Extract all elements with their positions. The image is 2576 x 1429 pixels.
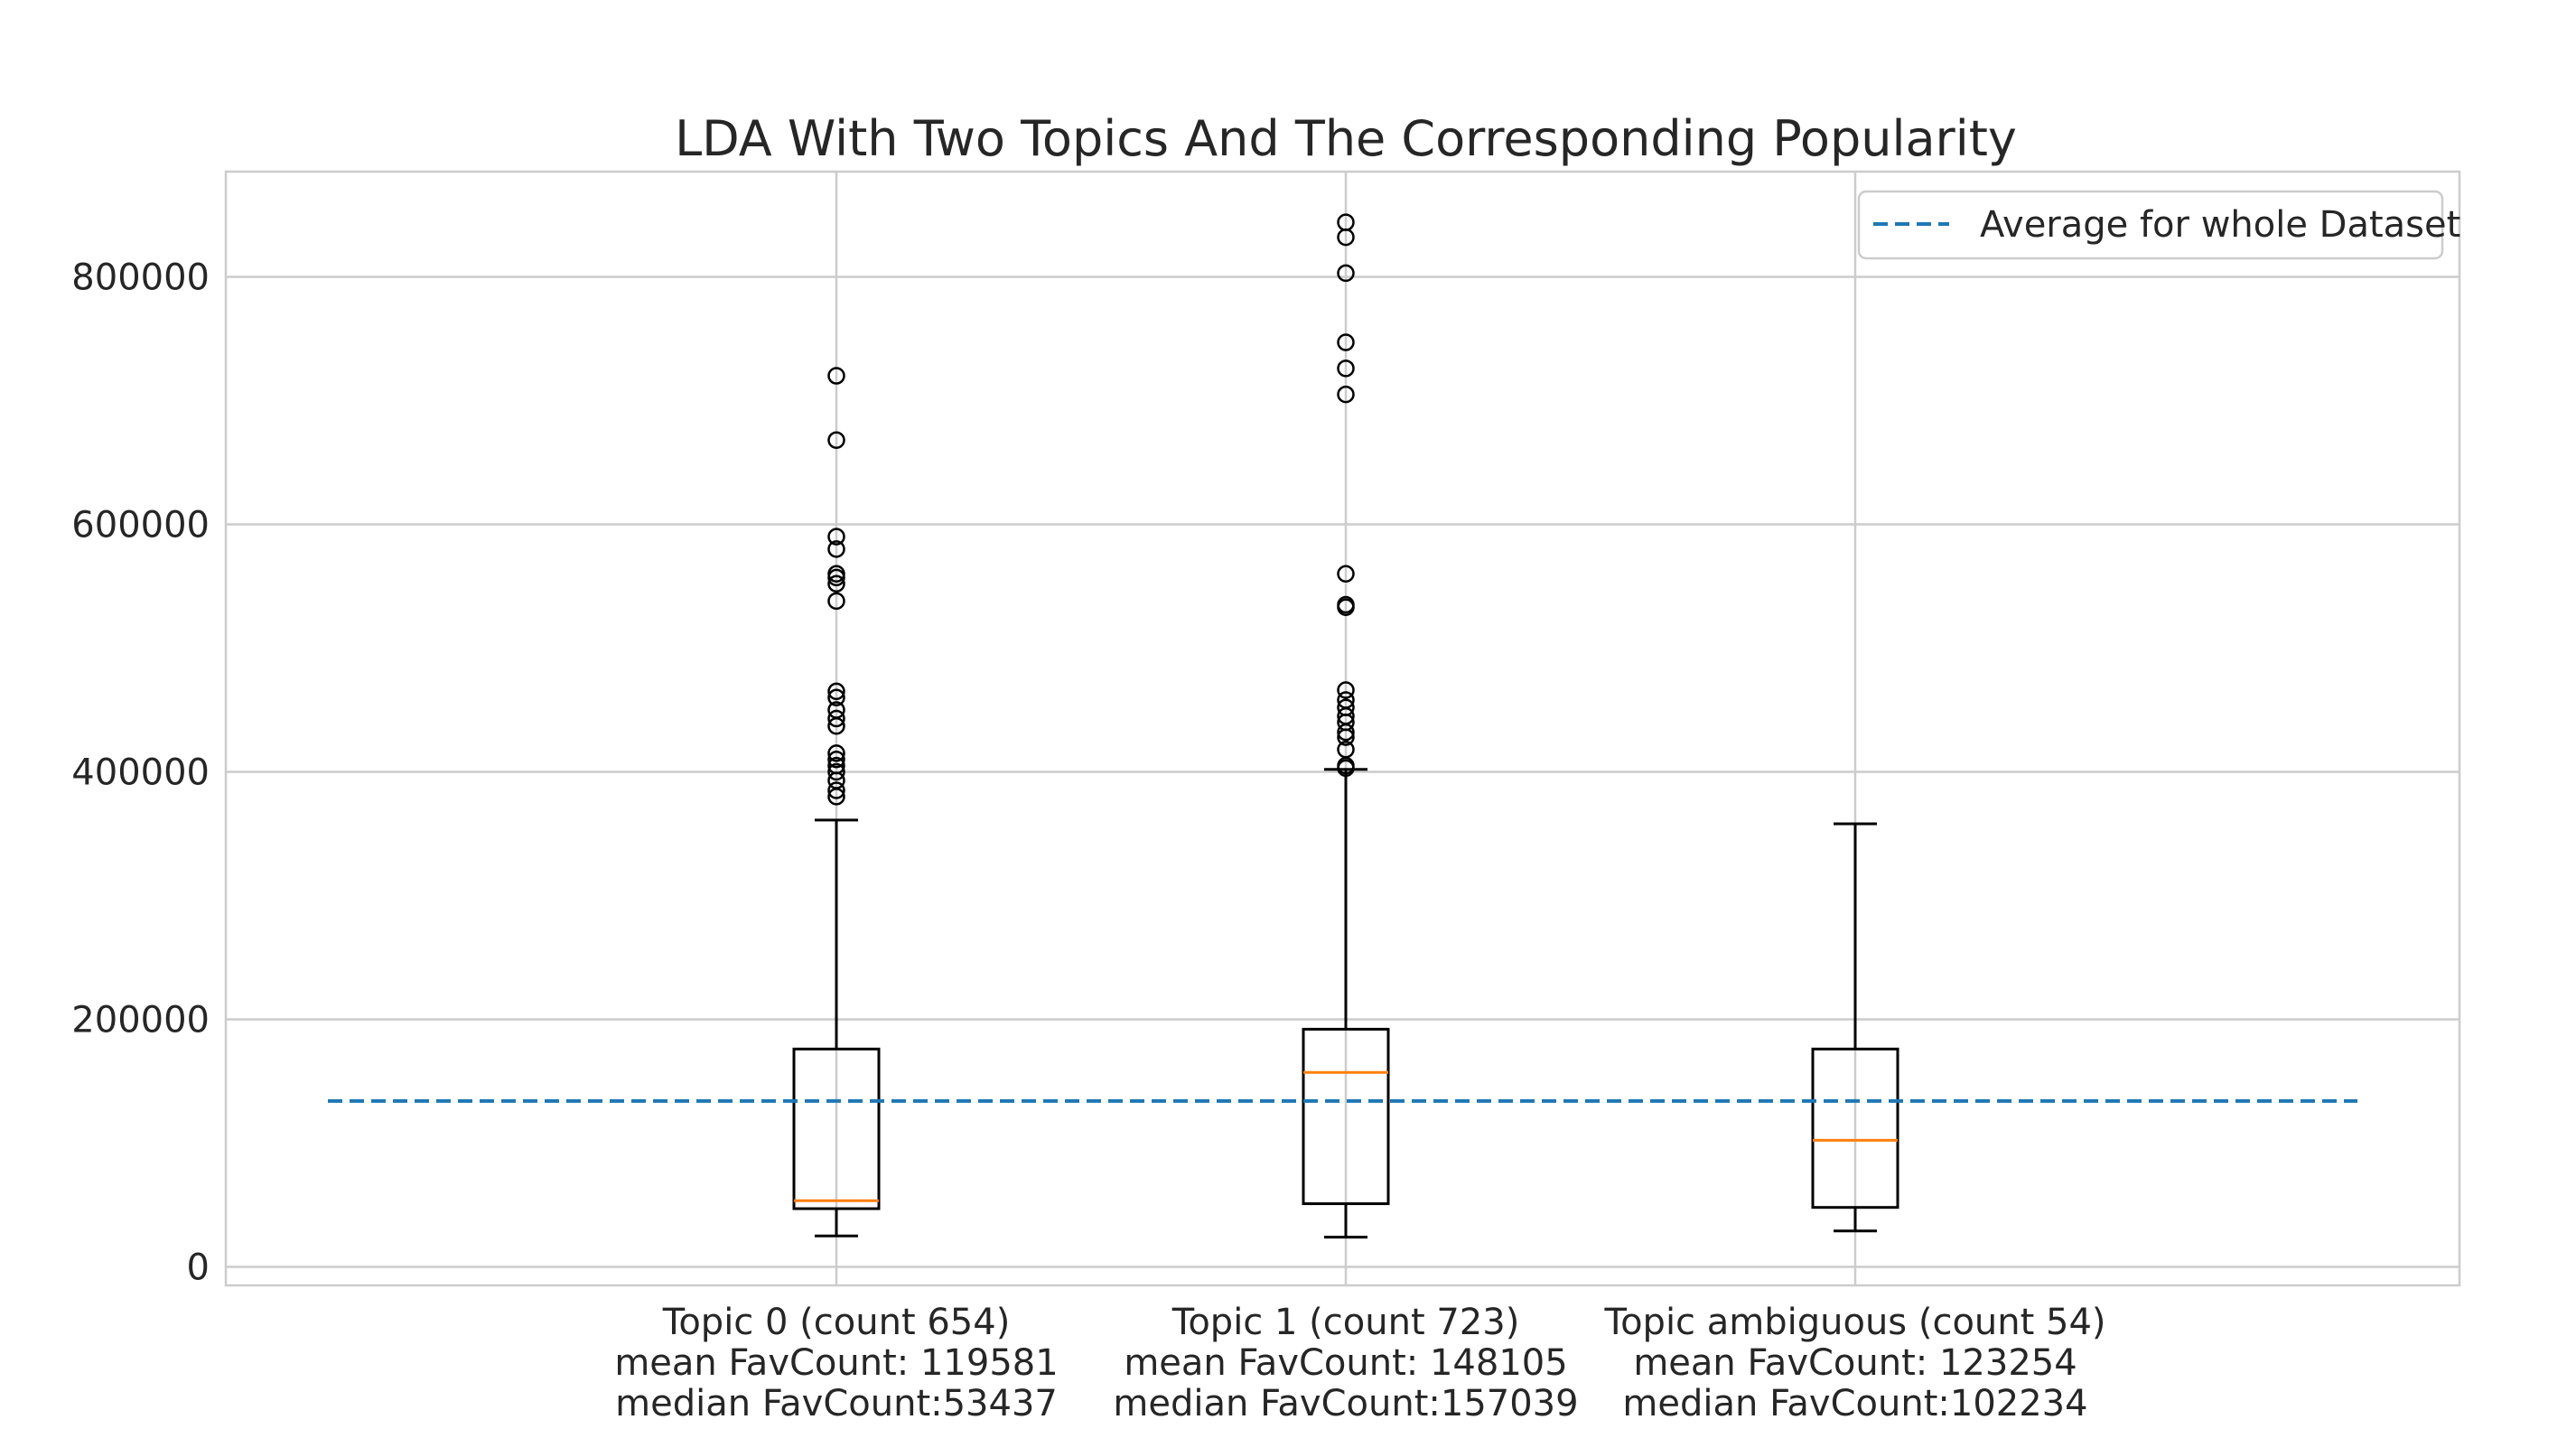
- outlier-point: [827, 701, 845, 719]
- x-tick-label-line: Topic ambiguous (count 54): [1603, 1302, 2105, 1343]
- iqr-box: [1302, 1027, 1390, 1206]
- box-group: [1302, 213, 1390, 1239]
- outlier-point: [827, 688, 845, 706]
- x-axis-ticks: Topic 0 (count 654)mean FavCount: 119581…: [614, 1302, 2105, 1424]
- iqr-box: [1811, 1047, 1899, 1210]
- outlier-point: [827, 565, 845, 583]
- y-tick-label: 0: [187, 1247, 210, 1288]
- x-tick-label-line: Topic 0 (count 654): [662, 1302, 1011, 1343]
- outlier-point: [1337, 741, 1355, 759]
- legend-label: Average for whole Dataset: [1980, 204, 2460, 246]
- outlier-point: [1337, 333, 1355, 351]
- outlier-point: [1337, 595, 1355, 614]
- plot-area-frame: [224, 170, 2461, 1287]
- box-group: [792, 367, 881, 1238]
- outlier-point: [827, 781, 845, 799]
- x-tick-label-line: mean FavCount: 148105: [1124, 1342, 1567, 1384]
- outlier-point: [827, 431, 845, 450]
- outlier-point: [827, 709, 845, 728]
- x-tick-label-line: mean FavCount: 119581: [614, 1342, 1058, 1384]
- y-tick-label: 400000: [71, 752, 210, 793]
- y-axis-ticks: 0 200000 400000 600000 800000: [71, 257, 210, 1288]
- outlier-point: [827, 592, 845, 611]
- x-tick-label-line: median FavCount:53437: [615, 1383, 1058, 1424]
- outlier-point: [1337, 691, 1355, 709]
- y-tick-label: 200000: [71, 999, 210, 1041]
- outlier-point: [1337, 681, 1355, 699]
- outlier-point: [827, 367, 845, 385]
- outlier-point: [827, 751, 845, 769]
- outlier-point: [827, 574, 845, 593]
- legend: Average for whole Dataset: [1857, 190, 2460, 260]
- outlier-point: [827, 762, 845, 781]
- x-tick-label-line: Topic 1 (count 723): [1171, 1302, 1520, 1343]
- outlier-point: [827, 744, 845, 762]
- outlier-point: [827, 682, 845, 701]
- outlier-point: [1337, 360, 1355, 378]
- outlier-point: [827, 540, 845, 558]
- outlier-point: [827, 528, 845, 546]
- chart-title: LDA With Two Topics And The Correspondin…: [675, 110, 2017, 167]
- outlier-point: [1337, 698, 1355, 716]
- outlier-point: [1337, 565, 1355, 583]
- y-tick-label: 800000: [71, 257, 210, 298]
- box-series: [792, 213, 1899, 1239]
- legend-frame: [1857, 190, 2444, 260]
- x-tick-label-line: median FavCount:102234: [1622, 1383, 2087, 1424]
- y-tick-label: 600000: [71, 504, 210, 546]
- outlier-point: [1337, 213, 1355, 231]
- outlier-point: [1337, 385, 1355, 404]
- x-tick-label-line: mean FavCount: 123254: [1633, 1342, 2077, 1384]
- outlier-point: [1337, 264, 1355, 283]
- outlier-point: [827, 756, 845, 775]
- x-tick-label-line: median FavCount:157039: [1113, 1383, 1578, 1424]
- iqr-box: [792, 1047, 881, 1210]
- box-group: [1811, 822, 1899, 1233]
